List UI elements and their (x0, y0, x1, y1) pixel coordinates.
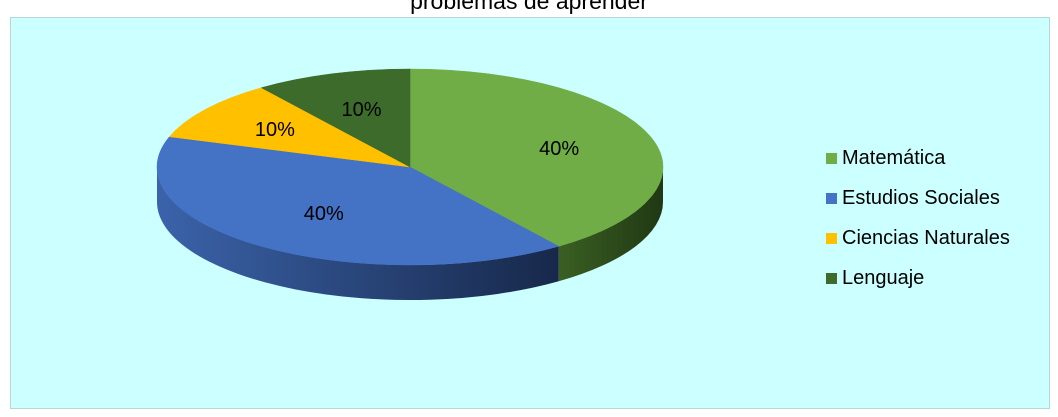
legend-label-matematica: Matemática (842, 146, 946, 169)
data-label-ciencias-naturales: 10% (255, 119, 295, 141)
legend-label-ciencias-naturales: Ciencias Naturales (842, 226, 1010, 249)
pie-slice-matematica (409, 68, 664, 247)
legend-swatch-matematica (826, 152, 837, 164)
legend-swatch-estudios-sociales (826, 192, 837, 204)
pie-side-matematica (558, 167, 663, 282)
data-label-lenguaje: 10% (342, 99, 382, 121)
legend-label-estudios-sociales: Estudios Sociales (842, 186, 1000, 209)
legend-label-lenguaje: Lenguaje (842, 266, 925, 289)
legend-item-estudios-sociales: Estudios Sociales (826, 182, 1010, 214)
legend-item-ciencias-naturales: Ciencias Naturales (826, 222, 1010, 254)
pie-side-estudios-sociales (157, 167, 559, 300)
legend-swatch-ciencias-naturales (826, 232, 837, 244)
legend-swatch-lenguaje (826, 272, 837, 284)
chart-legend: Matemática Estudios Sociales Ciencias Na… (826, 142, 1010, 302)
data-label-estudios-sociales: 40% (304, 203, 344, 225)
pie-slice-estudios-sociales (156, 136, 560, 266)
pie-slice-ciencias-naturales (168, 87, 411, 168)
data-label-matematica: 40% (539, 138, 579, 160)
chart-title: problemas de aprender (410, 0, 648, 14)
pie-slice-lenguaje (260, 68, 411, 168)
legend-item-lenguaje: Lenguaje (826, 262, 1010, 294)
legend-item-matematica: Matemática (826, 142, 1010, 174)
